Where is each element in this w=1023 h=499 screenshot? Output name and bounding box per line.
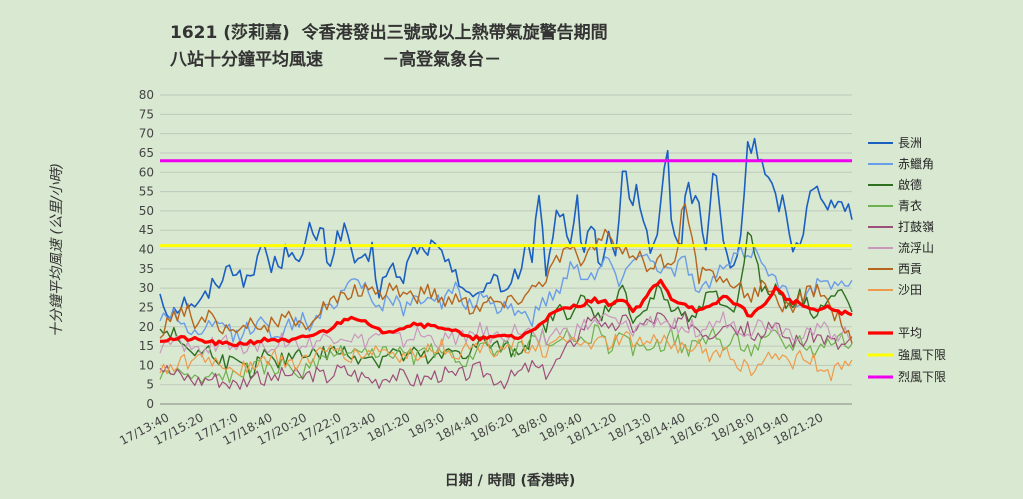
legend-label: 平均 bbox=[898, 326, 922, 340]
y-tick-label: 40 bbox=[139, 243, 154, 257]
series-line bbox=[159, 245, 853, 343]
chart-title-line2: 八站十分鐘平均風速 －高登氣象台－ bbox=[170, 50, 502, 70]
y-tick-label: 5 bbox=[146, 378, 154, 392]
series-line bbox=[159, 311, 853, 390]
y-tick-label: 80 bbox=[139, 88, 154, 102]
legend-label: 西貢 bbox=[898, 262, 922, 276]
series-line bbox=[159, 137, 853, 320]
y-tick-label: 10 bbox=[139, 358, 154, 372]
y-tick-label: 0 bbox=[146, 397, 154, 411]
legend-label: 烈風下限 bbox=[898, 370, 946, 384]
legend-label: 啟德 bbox=[898, 177, 922, 192]
y-tick-label: 25 bbox=[139, 300, 154, 314]
y-tick-label: 50 bbox=[139, 204, 154, 218]
series-line bbox=[159, 202, 853, 344]
chart-title-line1: 1621 (莎莉嘉) 令香港發出三號或以上熱帶氣旋警告期間 bbox=[170, 23, 608, 43]
y-tick-label: 65 bbox=[139, 146, 154, 160]
y-tick-label: 20 bbox=[139, 320, 154, 334]
y-axis-label: 十分鐘平均風速 (公里/小時) bbox=[49, 162, 65, 338]
chart-title: 1621 (莎莉嘉) 令香港發出三號或以上熱帶氣旋警告期間 八站十分鐘平均風速 … bbox=[170, 20, 608, 74]
y-tick-label: 55 bbox=[139, 185, 154, 199]
legend-label: 強風下限 bbox=[898, 348, 946, 362]
x-axis-label: 日期 / 時間 (香港時) bbox=[444, 473, 576, 489]
series-line bbox=[159, 278, 853, 348]
legend-label: 打鼓嶺 bbox=[898, 220, 934, 234]
legend-label: 赤鱲角 bbox=[898, 157, 934, 171]
series-line bbox=[159, 311, 853, 358]
legend-label: 青衣 bbox=[898, 198, 922, 213]
y-tick-label: 60 bbox=[139, 165, 154, 179]
y-tick-label: 30 bbox=[139, 281, 154, 295]
series-line bbox=[159, 324, 853, 384]
legend-label: 流浮山 bbox=[898, 241, 934, 255]
y-tick-label: 35 bbox=[139, 262, 154, 276]
legend-label: 沙田 bbox=[898, 283, 922, 297]
y-tick-label: 15 bbox=[139, 339, 154, 353]
y-tick-label: 45 bbox=[139, 223, 154, 237]
series-line bbox=[159, 331, 853, 382]
legend-label: 長洲 bbox=[898, 136, 922, 150]
y-tick-label: 75 bbox=[139, 107, 154, 121]
y-tick-label: 70 bbox=[139, 127, 154, 141]
